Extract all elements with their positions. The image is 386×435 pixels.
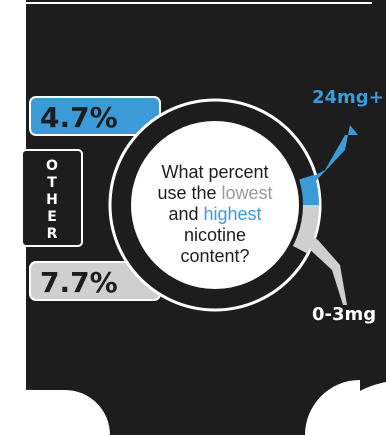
question-line-2-prefix: use the	[157, 183, 221, 203]
other-letter: E	[47, 209, 57, 225]
question-line-2: use the lowest	[157, 183, 272, 203]
donut-inner	[127, 117, 303, 293]
legend-value-gray: 7.7%	[40, 266, 118, 299]
callout-0-3mg	[302, 230, 347, 305]
question-line-5: content?	[180, 246, 249, 266]
question-line-1: What percent	[161, 162, 268, 182]
slice-label-0-3mg: 0-3mg	[312, 304, 376, 325]
legend-value-blue: 4.7%	[40, 101, 118, 134]
question-highlight-lowest: lowest	[222, 183, 273, 203]
other-letter: R	[47, 226, 58, 242]
question-highlight-highest: highest	[204, 204, 262, 224]
other-box	[21, 149, 83, 247]
callout-24mg	[302, 125, 358, 185]
question-line-3: and highest	[168, 204, 261, 224]
other-letter: O	[46, 158, 58, 174]
notch-left	[26, 389, 70, 435]
question-line-4: nicotine	[184, 225, 246, 245]
other-letter: H	[46, 192, 58, 208]
other-letter: T	[47, 175, 57, 191]
slice-label-24mg: 24mg+	[312, 87, 384, 108]
center-question: What percent use the lowest and highest …	[157, 162, 272, 266]
notch-right	[330, 382, 386, 435]
question-line-3-prefix: and	[168, 204, 203, 224]
